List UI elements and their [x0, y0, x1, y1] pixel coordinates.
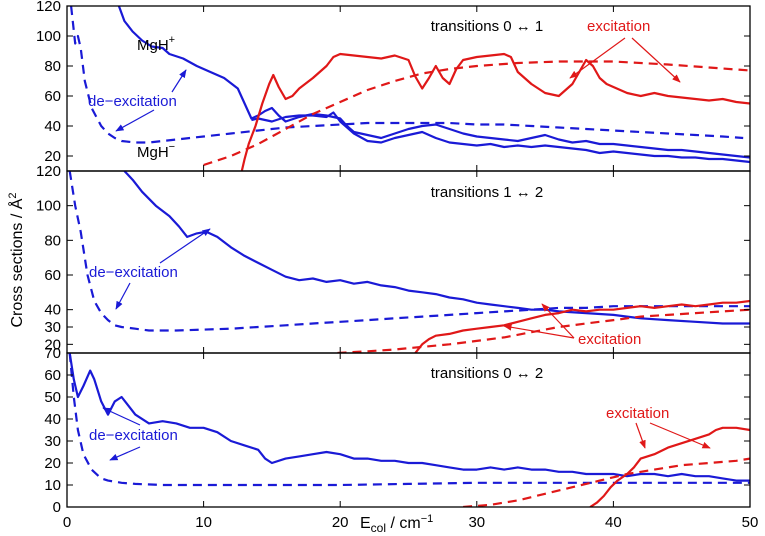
annotation-arrow [541, 303, 575, 339]
panel-title: transitions 0 ↔ 1 [431, 18, 544, 35]
x-tick-label: 10 [195, 514, 212, 531]
annotation-label-text: MgH [137, 144, 169, 161]
annotation-arrow [649, 422, 711, 449]
series-line-red-dashed-3 [463, 457, 750, 507]
x-tick-label: 20 [332, 514, 349, 531]
series-line-red-solid-2 [414, 299, 750, 353]
panel-frame [66, 170, 751, 354]
y-tick-label: 30 [44, 433, 61, 450]
annotation-label: excitation [587, 18, 650, 35]
y-axis-label-text: Cross sections / Å [7, 198, 26, 327]
annotation-arrow [159, 228, 211, 264]
series-line-red-dashed-4 [203, 60, 750, 167]
x-tick-label: 50 [742, 514, 759, 531]
y-tick-label: 120 [36, 0, 61, 15]
panel-title: transitions 1 ↔ 2 [431, 184, 544, 201]
annotation-label-sup: − [169, 141, 175, 153]
x-axis-label-sup: −1 [421, 513, 434, 525]
panel-3: 0 10 20 30 40 50 60 70 transitions 0 ↔ 2 de−excit… [44, 345, 751, 516]
annotation-arrow [503, 323, 575, 339]
annotation-label: de−excitation [89, 427, 178, 444]
annotation-label-text: MgH [137, 37, 169, 54]
series-line-blue-dashed-1 [68, 353, 750, 487]
annotation-label: MgH− [137, 141, 175, 161]
annotation-label: excitation [606, 405, 669, 422]
series-line-red-solid-2 [589, 426, 750, 507]
annotation-arrow [115, 109, 155, 132]
y-tick-label: 40 [44, 302, 61, 319]
y-axis-label: Cross sections / Å2 [7, 192, 26, 327]
annotation-label: de−excitation [89, 264, 178, 281]
annotation-label: MgH+ [137, 34, 175, 54]
annotation-arrow [569, 37, 626, 79]
y-tick-label: 30 [44, 319, 61, 336]
annotation-label-text: de−excitation [88, 93, 177, 110]
annotation-label-text: excitation [606, 405, 669, 422]
annotation-label-text: de−excitation [89, 264, 178, 281]
y-tick-label: 20 [44, 336, 61, 353]
annotation-arrow [109, 446, 141, 461]
x-axis-label-unit: / cm [386, 515, 421, 532]
annotation-arrow [115, 282, 131, 310]
annotation-label-text: de−excitation [89, 427, 178, 444]
series-line-blue-solid-0 [68, 353, 750, 482]
y-tick-label: 10 [44, 477, 61, 494]
series-line-blue-dashed-1 [68, 171, 750, 332]
x-tick-label: 40 [605, 514, 622, 531]
annotation-label: excitation [578, 331, 641, 348]
annotation-arrow [171, 69, 187, 93]
annotation-label: de−excitation [88, 93, 177, 110]
panel-title: transitions 0 ↔ 2 [431, 365, 544, 382]
y-tick-label: 80 [44, 232, 61, 249]
series-line-blue-solid-0 [117, 6, 750, 159]
y-tick-label: 100 [36, 28, 61, 45]
annotation-label-sup: + [169, 34, 175, 46]
annotation-label-text: excitation [578, 331, 641, 348]
y-tick-label: 20 [44, 455, 61, 472]
y-tick-label: 20 [44, 148, 61, 165]
series-line-blue-solid-1 [251, 111, 750, 164]
y-axis-label-sup: 2 [7, 192, 19, 198]
y-tick-label: 60 [44, 367, 61, 384]
y-tick-label: 50 [44, 389, 61, 406]
panel-2-series [68, 171, 750, 353]
x-tick-label: 0 [63, 514, 71, 531]
y-tick-label: 120 [36, 163, 61, 180]
series-line-red-solid-3 [240, 52, 750, 171]
x-axis-label-sub: col [371, 521, 386, 535]
series-line-red-dashed-3 [337, 308, 750, 353]
y-tick-label: 40 [44, 118, 61, 135]
y-tick-label: 60 [44, 267, 61, 284]
y-tick-label: 0 [53, 499, 61, 516]
x-axis-label: Ecol / cm−1 [360, 513, 433, 535]
x-axis-label-main: E [360, 515, 371, 532]
annotation-arrow [635, 422, 646, 449]
annotation-arrow [102, 407, 141, 426]
annotation-arrow [631, 37, 681, 83]
y-tick-label: 80 [44, 58, 61, 75]
panel-frame [66, 352, 751, 508]
y-tick-label: 70 [44, 345, 61, 362]
annotation-label-text: excitation [587, 18, 650, 35]
x-tick-label: 30 [468, 514, 485, 531]
y-tick-label: 100 [36, 198, 61, 215]
y-tick-label: 40 [44, 411, 61, 428]
panel-3-series [68, 353, 750, 507]
series-line-blue-dashed-2 [70, 6, 744, 144]
y-tick-label: 60 [44, 88, 61, 105]
panel-1-series [70, 6, 750, 171]
